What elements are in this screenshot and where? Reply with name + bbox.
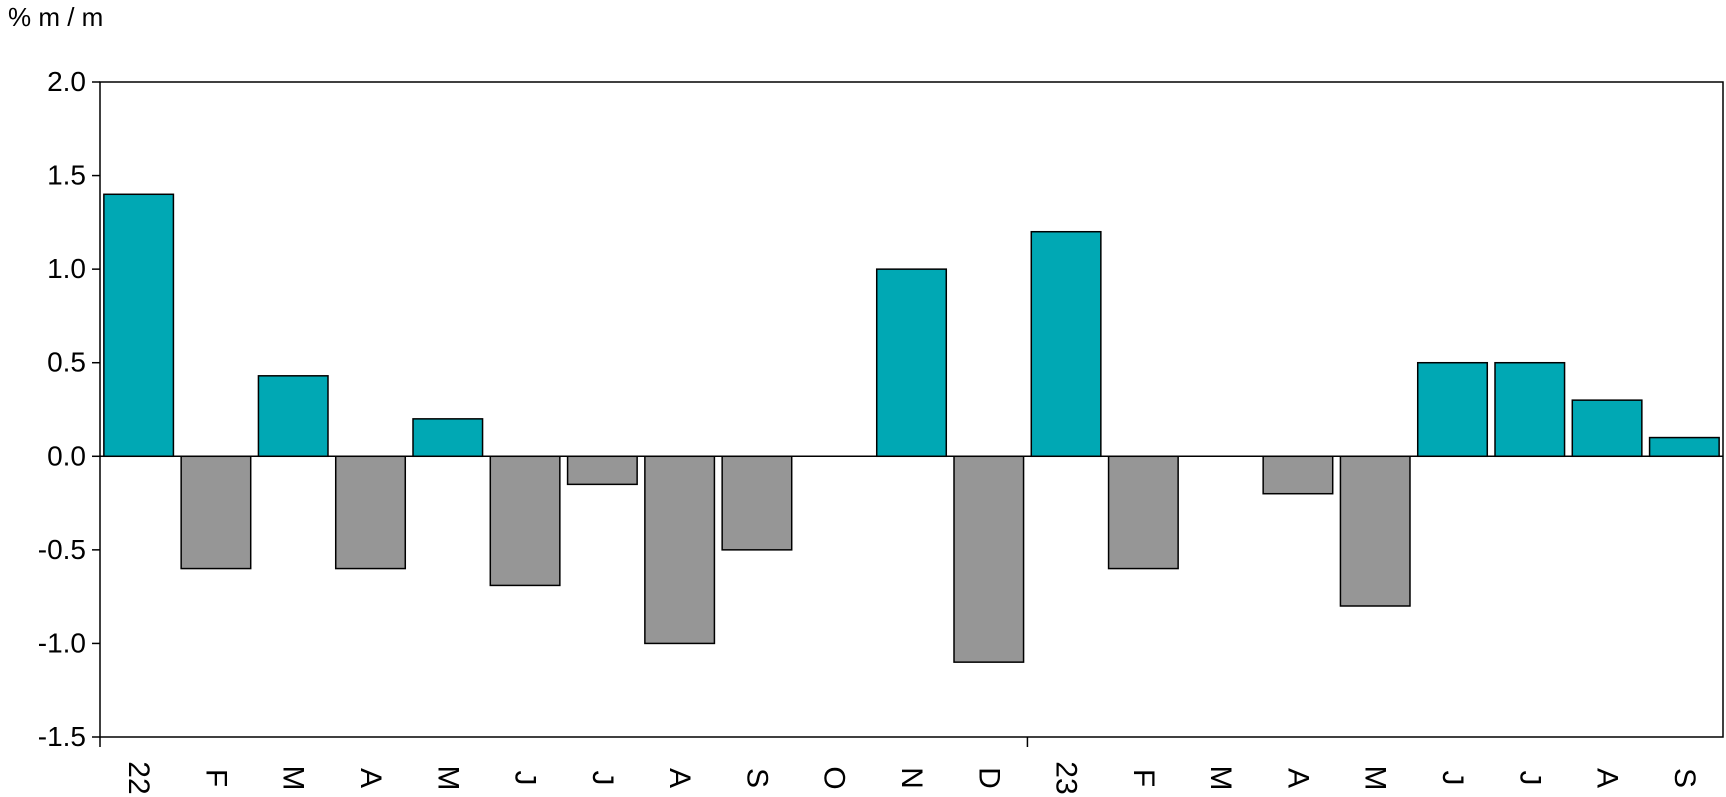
bar-11 (953, 455, 1025, 663)
bar-1 (180, 455, 252, 570)
y-axis-unit-label: % m / m (8, 2, 104, 32)
bar-18 (1494, 361, 1566, 458)
x-tick-label: J (1436, 771, 1469, 786)
bar-19 (1571, 399, 1643, 458)
x-tick-label: S (740, 768, 773, 788)
y-tick-label: -1.0 (38, 627, 86, 658)
y-tick-label: 0.5 (47, 347, 86, 378)
bar-20 (1648, 436, 1720, 458)
x-tick-label: 23 (1050, 761, 1083, 794)
x-tick-label: A (663, 768, 696, 788)
x-tick-label: J (586, 771, 619, 786)
x-tick-label: J (1513, 771, 1546, 786)
bar-7 (644, 455, 716, 645)
bar-5 (489, 455, 561, 587)
bar-6 (566, 455, 638, 486)
x-tick-label: J (509, 771, 542, 786)
bar-10 (875, 268, 948, 458)
y-tick-label: 1.5 (47, 160, 86, 191)
x-tick-label: M (1359, 766, 1392, 791)
bar-2 (257, 375, 329, 458)
x-tick-label: M (431, 766, 464, 791)
x-tick-label: F (1127, 769, 1160, 787)
x-tick-label: M (1204, 766, 1237, 791)
bar-16 (1339, 455, 1411, 607)
bar-12 (1030, 230, 1102, 458)
x-tick-label: F (199, 769, 232, 787)
bar-13 (1107, 455, 1179, 570)
bar-0 (103, 193, 175, 458)
x-tick-label: M (277, 766, 310, 791)
plot-frame (99, 81, 1724, 738)
x-tick-label: N (895, 767, 928, 789)
bar-4 (412, 418, 484, 458)
x-tick-label: A (1591, 768, 1624, 788)
x-tick-label: 22 (122, 761, 155, 794)
y-tick-label: -0.5 (38, 534, 86, 565)
x-tick-label: A (354, 768, 387, 788)
bar-15 (1262, 455, 1334, 495)
y-tick-label: 2.0 (47, 66, 86, 97)
y-tick-label: 1.0 (47, 253, 86, 284)
x-tick-labels: 22 F M A M J J A S O N D 23 F M A M J J A S (122, 761, 1701, 794)
bars (103, 193, 1720, 663)
y-tick-label: -1.5 (38, 721, 86, 752)
bar-8 (721, 455, 793, 551)
x-tick-label: D (972, 767, 1005, 789)
y-tick-labels: 2.0 1.5 1.0 0.5 0.0 -0.5 -1.0 -1.5 (38, 66, 86, 752)
x-tick-label: S (1668, 768, 1701, 788)
bar-17 (1416, 361, 1489, 458)
bar-3 (334, 455, 407, 570)
x-tick-label: O (818, 766, 851, 789)
y-tick-label: 0.0 (47, 440, 86, 471)
x-tick-label: A (1281, 768, 1314, 788)
